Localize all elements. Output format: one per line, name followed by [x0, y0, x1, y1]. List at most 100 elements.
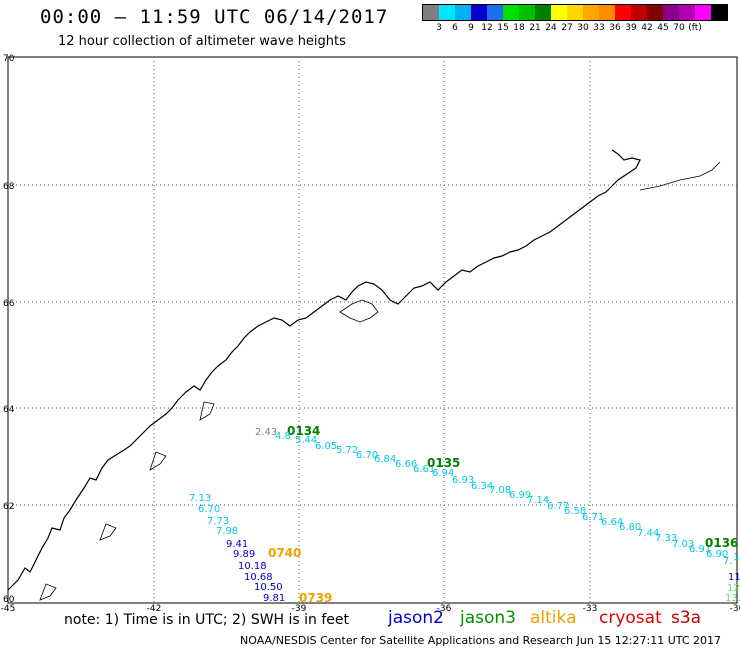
legend-label: 24 — [545, 23, 557, 33]
wave-height-label: 6.66 — [395, 459, 417, 470]
legend-swatch — [503, 5, 519, 20]
longitude-label: -45 — [1, 604, 16, 614]
orbit-time-label: 0740 — [268, 546, 301, 560]
wave-height-label: 7.08 — [489, 485, 511, 496]
legend-label: 18 — [513, 23, 525, 33]
wave-height-label: 6.77 — [547, 501, 569, 512]
satellite-name-jason3: jason3 — [460, 608, 516, 628]
wave-height-label: 9.89 — [233, 549, 255, 560]
longitude-label: -36 — [437, 604, 452, 614]
coast-detail — [39, 161, 721, 601]
wave-height-label: 7.44 — [637, 528, 659, 539]
wave-height-label: 6.71 — [582, 512, 604, 523]
legend-label: 21 — [529, 23, 541, 33]
legend-swatch — [551, 5, 567, 20]
orbit-time-label: 0136 — [705, 536, 738, 550]
wave-height-label: 6.94 — [432, 468, 454, 479]
wave-height-label: 6.99 — [509, 490, 531, 501]
legend-swatch — [535, 5, 551, 20]
wave-height-label: 13. — [725, 593, 740, 604]
legend-swatch — [439, 5, 455, 20]
wave-height-label: 7. — [723, 556, 733, 567]
longitude-label: -39 — [292, 604, 307, 614]
orbit-time-label: 0135 — [427, 456, 460, 470]
latitude-label: 60 — [3, 595, 15, 605]
wave-height-label: 4.8 — [275, 431, 291, 442]
legend-label: 6 — [452, 23, 458, 33]
legend-label: 30 — [577, 23, 589, 33]
wave-height-label: 7.13 — [189, 493, 211, 504]
wave-height-label: 2.43 — [255, 427, 277, 438]
legend-swatches — [422, 4, 728, 21]
wave-height-label: 6.90 — [706, 549, 728, 560]
satellite-name-cryosat: cryosat — [599, 608, 662, 628]
wave-height-label: 10 — [733, 552, 740, 563]
wave-height-label: 6.34 — [471, 481, 493, 492]
latitude-label: 70 — [3, 54, 15, 64]
legend-labels: 3 6 9 12 15 18 21 24 27 30 33 36 39 42 45 70 (ft) — [422, 21, 728, 33]
legend-swatch — [599, 5, 615, 20]
wave-height-label: 6.70 — [356, 450, 378, 461]
longitude-label: -42 — [147, 604, 162, 614]
legend-swatch — [455, 5, 471, 20]
satellite-name-s3a: s3a — [671, 608, 702, 628]
legend-swatch — [615, 5, 631, 20]
units-note: note: 1) Time is in UTC; 2) SWH is in fe… — [64, 612, 350, 628]
footer-credit: NOAA/NESDIS Center for Satellite Applica… — [240, 634, 722, 647]
satellite-name-jason2: jason2 — [388, 608, 444, 628]
legend-label: 12 — [481, 23, 493, 33]
greenland-coastline — [7, 149, 641, 591]
wave-height-label: 12 — [727, 583, 740, 594]
wave-height-label: 9.81 — [263, 593, 285, 604]
legend-label: 15 — [497, 23, 509, 33]
latitude-label: 66 — [3, 299, 15, 309]
legend-swatch — [631, 5, 647, 20]
legend-label: 9 — [468, 23, 474, 33]
wave-height-label: 7.03 — [672, 539, 694, 550]
wave-height-label: 6.64 — [601, 517, 623, 528]
wave-height-label: 6.05 — [315, 441, 337, 452]
wave-height-label: 5.72 — [336, 445, 358, 456]
graticule: 70 68 66 64 62 60-45 -42 -39 -36 -33 -30 — [1, 54, 740, 614]
longitude-label: -33 — [583, 604, 598, 614]
legend-label: 39 — [625, 23, 637, 33]
wave-height-label: 11 — [728, 572, 740, 583]
wave-height-label: 6.61 — [413, 464, 435, 475]
map-title: 00:00 – 11:59 UTC 06/14/2017 — [40, 6, 389, 28]
legend-swatch — [423, 5, 439, 20]
legend-swatch — [663, 5, 679, 20]
legend-swatch — [647, 5, 663, 20]
legend-label: 33 — [593, 23, 605, 33]
orbit-time-label: 0739 — [299, 591, 332, 605]
legend-label: 42 — [641, 23, 653, 33]
wave-height-label: 10.18 — [238, 561, 267, 572]
wave-height-label: 5.44 — [295, 435, 317, 446]
wave-height-label: 6.80 — [619, 522, 641, 533]
map-frame — [7, 56, 738, 604]
latitude-label: 64 — [3, 405, 15, 415]
wave-height-label: 7.98 — [216, 526, 238, 537]
legend-swatch — [567, 5, 583, 20]
longitude-label: -30 — [730, 604, 740, 614]
legend-swatch — [583, 5, 599, 20]
wave-height-label: 9.41 — [226, 539, 248, 550]
wave-height-label: 6.91 — [689, 544, 711, 555]
map-subtitle: 12 hour collection of altimeter wave hei… — [58, 34, 346, 49]
legend-label: 3 — [436, 23, 442, 33]
legend-label: 36 — [609, 23, 621, 33]
legend-label: 70 — [673, 23, 685, 33]
wave-height-label: 7.14 — [527, 495, 549, 506]
legend-swatch — [679, 5, 695, 20]
legend-label: 45 — [657, 23, 669, 33]
wave-height-label: 6.84 — [374, 454, 396, 465]
legend-swatch — [471, 5, 487, 20]
wave-height-label: 6.93 — [452, 475, 474, 486]
wave-height-label: 7.33 — [655, 533, 677, 544]
legend-swatch — [711, 5, 727, 20]
satellite-name-altika: altika — [530, 608, 577, 628]
wave-height-label: 6.70 — [198, 504, 220, 515]
wave-height-label: 10.50 — [254, 582, 283, 593]
orbit-time-label: 0134 — [287, 424, 320, 438]
